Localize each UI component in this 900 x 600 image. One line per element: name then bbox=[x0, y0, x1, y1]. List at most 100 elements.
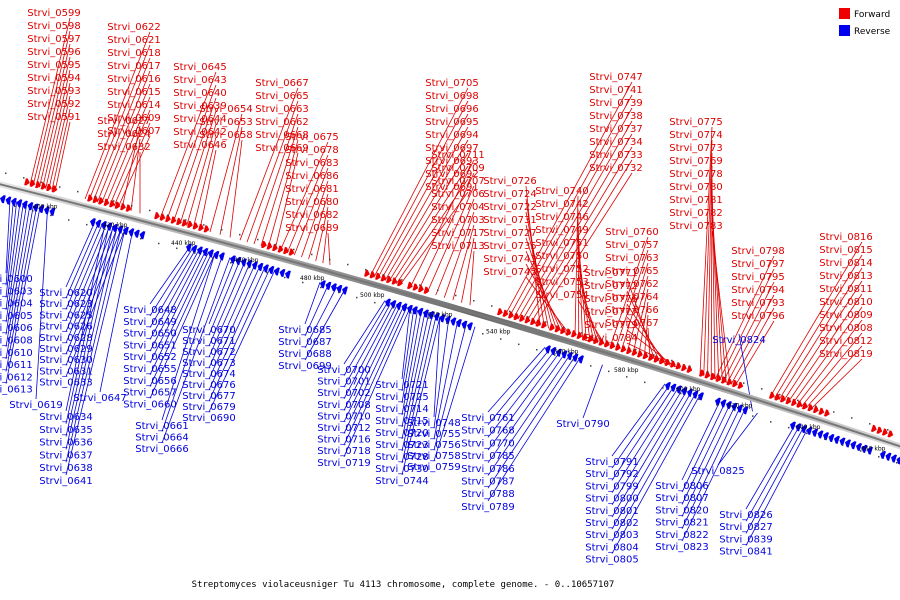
gene-label: Strvi_0807 bbox=[655, 493, 709, 504]
gene-label: Strvi_0769 bbox=[669, 156, 723, 167]
leader-line bbox=[279, 141, 329, 252]
leader-line bbox=[388, 152, 469, 282]
tick-dot bbox=[878, 456, 880, 458]
tick-dot bbox=[212, 257, 214, 259]
gene-label: Strvi_0763 bbox=[605, 253, 659, 264]
reverse-gene-arrow bbox=[128, 228, 135, 237]
gene-label: Strvi_0746 bbox=[535, 212, 589, 223]
tick-label: 440 kbp bbox=[171, 240, 196, 247]
forward-gene-arrow bbox=[288, 248, 295, 256]
reverse-gene-arrow bbox=[795, 423, 802, 432]
leader-line bbox=[681, 404, 731, 505]
gene-label: Strvi_0628 bbox=[39, 333, 93, 344]
tick-dot bbox=[167, 214, 169, 217]
gene-label: Strvi_0650 bbox=[123, 329, 177, 340]
reverse-gene-arrow bbox=[834, 435, 840, 444]
forward-gene-arrow bbox=[540, 321, 547, 329]
leader-line bbox=[710, 165, 713, 379]
tick-dot bbox=[68, 219, 70, 221]
gene-label: Strvi_0672 bbox=[182, 347, 236, 358]
forward-gene-arrow bbox=[412, 283, 419, 291]
reverse-gene-arrow bbox=[806, 426, 813, 436]
tick-dot bbox=[428, 317, 430, 319]
legend: Forward Reverse bbox=[839, 8, 891, 37]
reverse-gene-arrow bbox=[850, 441, 857, 450]
tick-dot bbox=[797, 399, 799, 402]
tick-dot bbox=[842, 444, 844, 446]
tick-dot bbox=[131, 204, 133, 207]
gene-label: Strvi_0663 bbox=[255, 104, 309, 115]
leader-line bbox=[805, 345, 863, 409]
gene-label: Strvi_0603 bbox=[0, 286, 33, 297]
leader-line bbox=[88, 44, 151, 201]
gene-label: Strvi_0821 bbox=[655, 518, 709, 529]
gene-label: Strvi_0656 bbox=[123, 376, 177, 387]
gene-label: Strvi_0669 bbox=[255, 143, 309, 154]
leader-line bbox=[65, 227, 118, 355]
leader-line bbox=[5, 204, 31, 347]
gene-label: Strvi_0623 bbox=[39, 299, 93, 310]
gene-label: Strvi_0685 bbox=[278, 325, 332, 336]
leader-line bbox=[769, 241, 863, 398]
leader-line bbox=[209, 113, 243, 233]
leader-line bbox=[638, 301, 649, 356]
tick-dot bbox=[626, 376, 628, 378]
gene-label: Strvi_0766 bbox=[605, 305, 659, 316]
tick-dot bbox=[455, 294, 457, 297]
gene-label: Strvi_0724 bbox=[483, 189, 537, 200]
tick-dot bbox=[491, 305, 493, 307]
gene-label: Strvi_0627 bbox=[97, 116, 151, 127]
forward-gene-arrow bbox=[548, 323, 555, 331]
tick-dot bbox=[680, 392, 682, 395]
leader-line bbox=[51, 108, 71, 191]
gene-label: Strvi_0765 bbox=[605, 266, 659, 277]
forward-gene-arrow bbox=[570, 330, 577, 338]
forward-gene-arrow bbox=[609, 341, 616, 350]
leader-line bbox=[35, 43, 71, 187]
gene-label: Strvi_0719 bbox=[317, 458, 371, 469]
forward-gene-arrow bbox=[24, 178, 30, 186]
gene-label: Strvi_0711 bbox=[431, 150, 485, 161]
gene-label: Strvi_0800 bbox=[585, 494, 639, 505]
gene-label: Strvi_0749 bbox=[535, 225, 589, 236]
gene-label: Strvi_0683 bbox=[285, 158, 339, 169]
leader-line bbox=[267, 139, 299, 248]
gene-label: Strvi_0645 bbox=[173, 62, 227, 73]
gene-label: Strvi_0841 bbox=[719, 547, 773, 558]
reverse-gene-arrow bbox=[401, 303, 408, 312]
leader-line bbox=[525, 263, 567, 334]
leader-line bbox=[99, 231, 133, 393]
reverse-gene-arrow bbox=[16, 199, 23, 208]
leader-line bbox=[65, 225, 110, 424]
tick-dot bbox=[662, 387, 664, 389]
leader-line bbox=[380, 126, 469, 280]
forward-gene-arrow bbox=[165, 214, 171, 223]
gene-label: Strvi_0738 bbox=[589, 111, 643, 122]
leader-line bbox=[304, 289, 346, 361]
gene-label: Strvi_0759 bbox=[407, 462, 461, 473]
tick-dot bbox=[473, 300, 475, 302]
gene-label: Strvi_0755 bbox=[407, 429, 461, 440]
gene-label: Strvi_0777 bbox=[584, 307, 638, 318]
reverse-gene-arrow bbox=[861, 444, 868, 453]
reverse-gene-arrow bbox=[191, 244, 198, 254]
leader-line bbox=[401, 311, 426, 428]
gene-label: Strvi_0796 bbox=[731, 311, 785, 322]
leader-line bbox=[308, 193, 329, 260]
leader-line bbox=[208, 261, 246, 347]
leader-line bbox=[65, 227, 118, 450]
gene-label: Strvi_0609 bbox=[107, 113, 161, 124]
gene-label: Strvi_0827 bbox=[719, 522, 773, 533]
reverse-gene-arrow bbox=[0, 195, 6, 204]
gene-label: Strvi_0839 bbox=[719, 534, 773, 545]
reverse-gene-arrow bbox=[390, 300, 397, 309]
gene-label: Strvi_0678 bbox=[285, 145, 339, 156]
reverse-gene-arrow bbox=[839, 437, 846, 446]
reverse-gene-arrow bbox=[567, 351, 573, 361]
tick-dot bbox=[176, 247, 178, 250]
tick-dot bbox=[293, 248, 295, 251]
gene-label: Strvi_0787 bbox=[461, 477, 515, 488]
gene-label: Strvi_0660 bbox=[123, 399, 177, 410]
forward-gene-arrow bbox=[192, 222, 199, 230]
leader-line bbox=[726, 294, 775, 384]
